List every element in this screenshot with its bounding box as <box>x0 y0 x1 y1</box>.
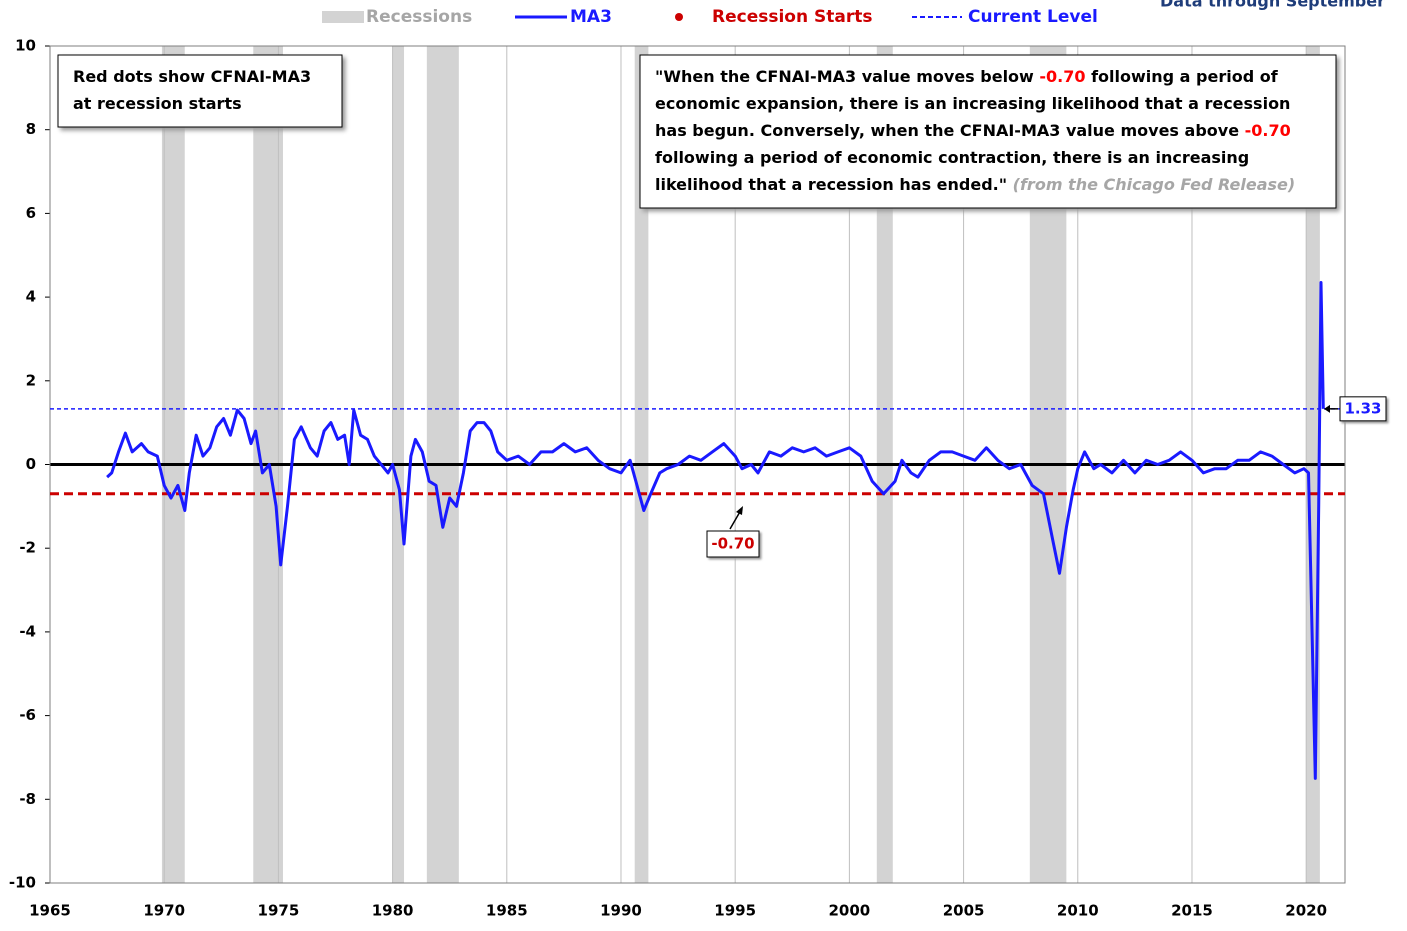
legend-swatch <box>675 13 683 21</box>
note-line: at recession starts <box>73 94 242 113</box>
current-level-label: 1.33 <box>1344 399 1381 417</box>
note-line: following a period of economic contracti… <box>655 148 1249 167</box>
note-text: at recession starts <box>73 94 242 113</box>
label-box <box>1339 396 1387 422</box>
x-tick-label: 1995 <box>714 902 756 920</box>
legend-label: MA3 <box>570 7 612 27</box>
y-tick-label: 6 <box>26 204 36 222</box>
y-tick-label: -6 <box>19 706 36 724</box>
x-tick-label: 1980 <box>372 902 414 920</box>
label-box <box>706 530 760 558</box>
plot-frame <box>49 45 1346 884</box>
note-text: following a period of <box>1086 67 1279 86</box>
note-line: "When the CFNAI-MA3 value moves below -0… <box>655 67 1279 86</box>
y-tick-label: 0 <box>26 455 36 473</box>
note-text: -0.70 <box>1245 121 1291 140</box>
note-line: has begun. Conversely, when the CFNAI-MA… <box>655 121 1291 140</box>
x-tick-label: 2005 <box>943 902 985 920</box>
x-tick-label: 2010 <box>1057 902 1099 920</box>
note-line: likelihood that a recession has ended." … <box>655 175 1295 194</box>
note-line: economic expansion, there is an increasi… <box>655 94 1290 113</box>
ma3-line <box>106 281 1325 780</box>
subtitle: Data through September <box>1160 0 1385 11</box>
x-tick-label: 2000 <box>829 902 871 920</box>
legend-label: Recessions <box>366 7 472 27</box>
legend-label: Current Level <box>968 7 1098 27</box>
y-tick-label: 10 <box>15 37 36 55</box>
note-text: likelihood that a recession has ended." <box>655 175 1013 194</box>
y-tick-label: 4 <box>26 288 36 306</box>
note-box <box>639 54 1337 209</box>
x-tick-label: 1970 <box>143 902 185 920</box>
note-text: -0.70 <box>1039 67 1085 86</box>
threshold-label: -0.70 <box>711 535 754 553</box>
note-text: (from the Chicago Fed Release) <box>1013 175 1296 194</box>
legend-label: Recession Starts <box>712 7 872 27</box>
note-line: Red dots show CFNAI-MA3 <box>73 67 311 86</box>
y-tick-label: -4 <box>19 622 36 640</box>
x-tick-label: 2020 <box>1285 902 1327 920</box>
note-text: has begun. Conversely, when the CFNAI-MA… <box>655 121 1245 140</box>
note-text: economic expansion, there is an increasi… <box>655 94 1290 113</box>
y-tick-label: 8 <box>26 120 36 138</box>
y-tick-label: 2 <box>26 371 36 389</box>
x-tick-label: 1990 <box>600 902 642 920</box>
legend-swatch <box>322 11 364 23</box>
note-text: Red dots show CFNAI-MA3 <box>73 67 311 86</box>
x-tick-label: 1985 <box>486 902 528 920</box>
note-text: "When the CFNAI-MA3 value moves below <box>655 67 1039 86</box>
y-tick-label: -2 <box>19 539 36 557</box>
x-tick-label: 1975 <box>258 902 300 920</box>
arrow-head <box>736 506 743 515</box>
y-tick-label: -8 <box>19 790 36 808</box>
note-text: following a period of economic contracti… <box>655 148 1249 167</box>
x-tick-label: 1965 <box>29 902 71 920</box>
x-tick-label: 2015 <box>1171 902 1213 920</box>
y-tick-label: -10 <box>9 874 36 892</box>
arrow-head <box>1324 404 1330 413</box>
note-box <box>57 54 343 128</box>
